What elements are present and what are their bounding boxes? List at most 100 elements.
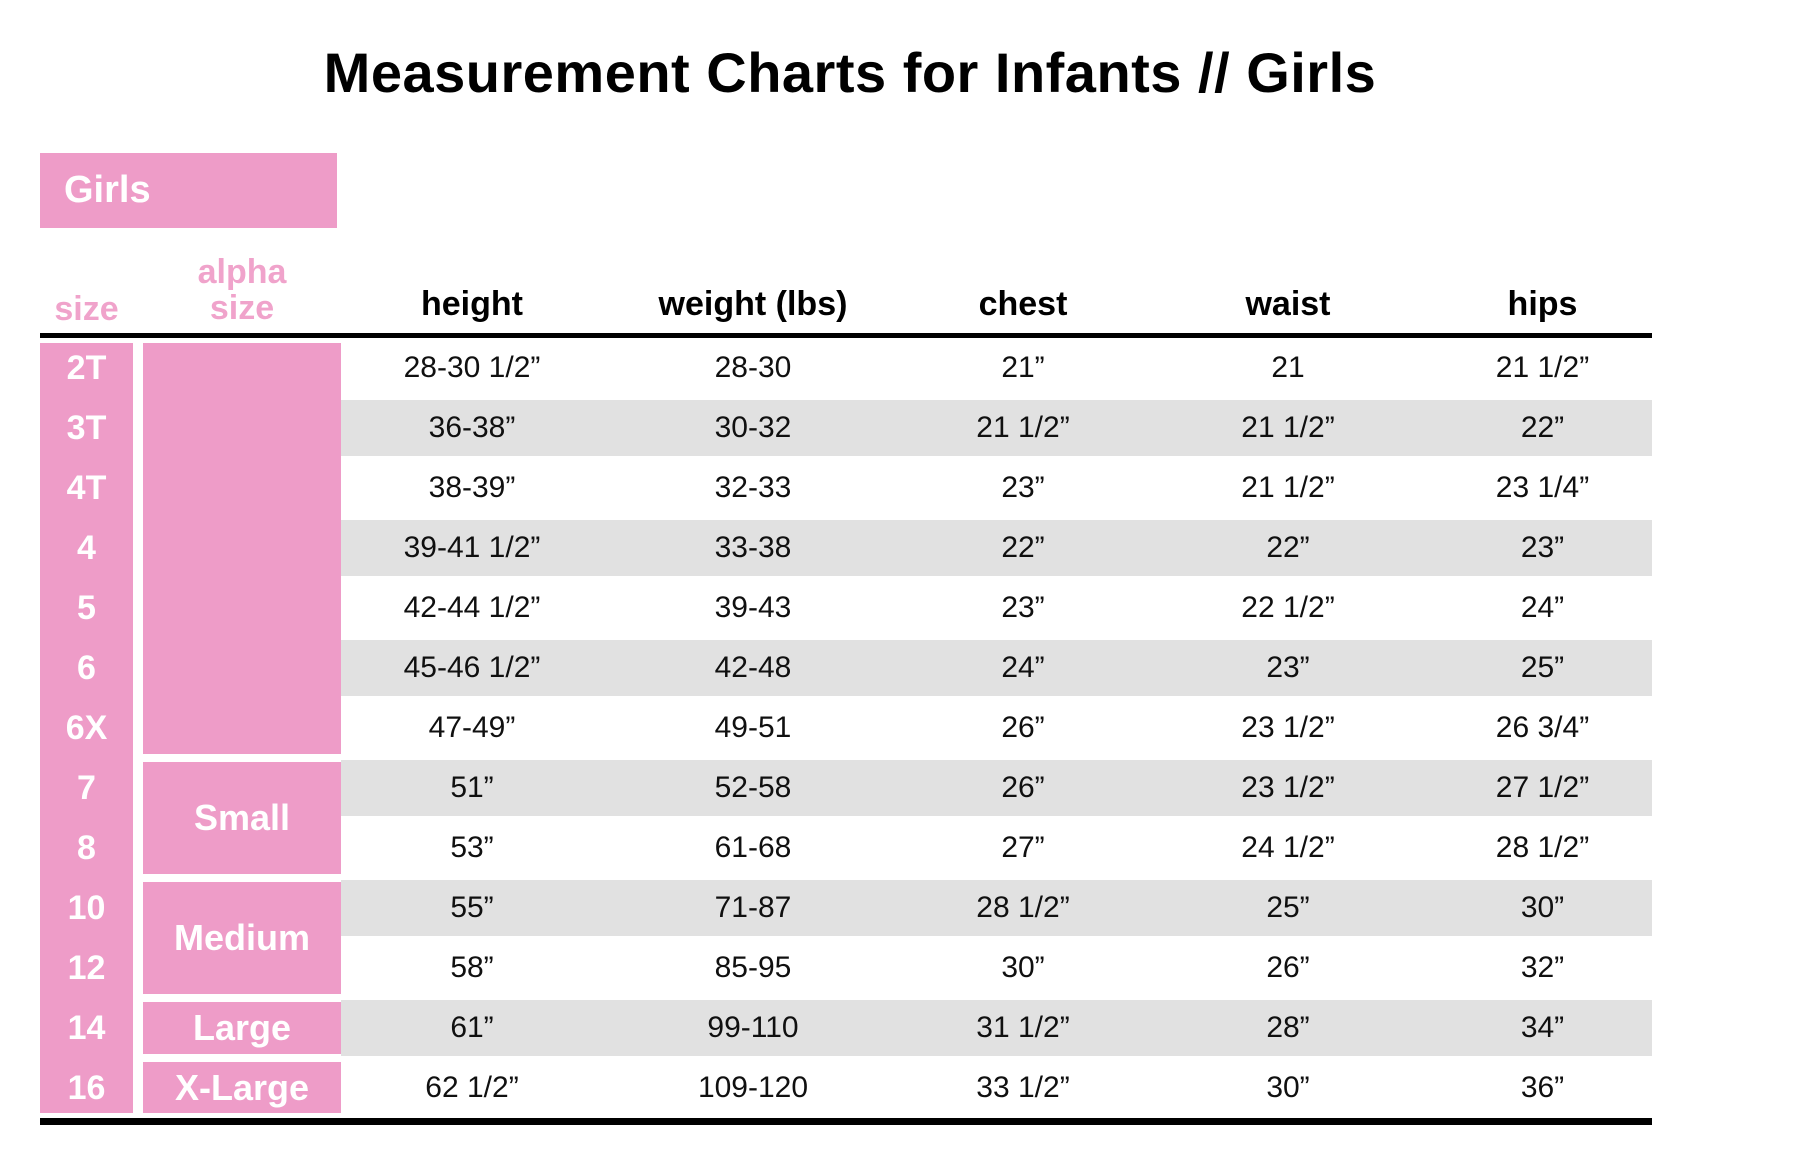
table-row-16: 62 1/2” 109-120 33 1/2” 30” 36” — [341, 1058, 1652, 1118]
cell-hips: 27 1/2” — [1495, 771, 1590, 804]
cell-chest: 23” — [1001, 471, 1045, 504]
cell-height: 45-46 1/2” — [403, 651, 541, 684]
cell-hips: 36” — [1520, 1071, 1565, 1104]
cell-weight: 61-68 — [714, 831, 792, 864]
cell-weight: 30-32 — [714, 411, 792, 444]
cell-chest: 31 1/2” — [976, 1011, 1070, 1044]
column-header-chest: chest — [978, 285, 1068, 323]
table-row-12: 58” 85-95 30” 26” 32” — [341, 938, 1652, 998]
table-row-5: 42-44 1/2” 39-43 23” 22 1/2” 24” — [341, 578, 1652, 638]
footer-rule — [40, 1118, 1652, 1125]
cell-chest: 33 1/2” — [976, 1071, 1070, 1104]
alpha-block-small: Small — [143, 762, 341, 874]
size-label-10: 10 — [67, 889, 106, 927]
cell-waist: 24 1/2” — [1241, 831, 1335, 864]
cell-hips: 25” — [1520, 651, 1565, 684]
cell-height: 38-39” — [428, 471, 516, 504]
data-column-headers: height weight (lbs) chest waist hips — [341, 250, 1652, 326]
cell-waist: 22 1/2” — [1241, 591, 1335, 624]
column-header-alpha-size: alpha size — [143, 254, 341, 326]
header-rule — [40, 333, 1652, 338]
size-label-4t: 4T — [66, 469, 107, 507]
cell-waist: 21 1/2” — [1241, 411, 1335, 444]
cell-height: 55” — [450, 891, 494, 924]
cell-waist: 22” — [1266, 531, 1310, 564]
cell-weight: 109-120 — [697, 1071, 809, 1104]
cell-height: 36-38” — [428, 411, 516, 444]
table-row-10: 55” 71-87 28 1/2” 25” 30” — [341, 878, 1652, 938]
cell-waist: 23” — [1266, 651, 1310, 684]
cell-chest: 26” — [1001, 771, 1045, 804]
column-header-waist: waist — [1245, 285, 1331, 323]
size-label-7: 7 — [77, 769, 96, 807]
alpha-block-xlarge: X-Large — [143, 1062, 341, 1113]
cell-height: 51” — [450, 771, 494, 804]
cell-waist: 28” — [1266, 1011, 1310, 1044]
cell-weight: 39-43 — [714, 591, 792, 624]
size-column: 2T 3T 4T 4 5 6 6X 7 8 10 12 14 16 — [40, 343, 133, 1113]
table-row-14: 61” 99-110 31 1/2” 28” 34” — [341, 998, 1652, 1058]
size-label-12: 12 — [67, 949, 106, 987]
cell-height: 47-49” — [428, 711, 516, 744]
cell-hips: 32” — [1520, 951, 1565, 984]
group-label-girls: Girls — [40, 153, 337, 228]
size-label-14: 14 — [67, 1009, 106, 1047]
table-row-4: 39-41 1/2” 33-38 22” 22” 23” — [341, 518, 1652, 578]
page-title: Measurement Charts for Infants // Girls — [323, 41, 1377, 104]
table-row-4t: 38-39” 32-33 23” 21 1/2” 23 1/4” — [341, 458, 1652, 518]
cell-hips: 23” — [1520, 531, 1565, 564]
cell-waist: 23 1/2” — [1241, 711, 1335, 744]
size-label-5: 5 — [77, 589, 96, 627]
cell-hips: 23 1/4” — [1495, 471, 1590, 504]
cell-weight: 85-95 — [714, 951, 792, 984]
cell-weight: 49-51 — [714, 711, 792, 744]
cell-hips: 28 1/2” — [1495, 831, 1590, 864]
cell-weight: 33-38 — [714, 531, 792, 564]
alpha-block-toddler — [143, 343, 341, 754]
cell-waist: 26” — [1266, 951, 1310, 984]
cell-height: 53” — [450, 831, 494, 864]
column-header-alpha-line2: size — [209, 289, 275, 327]
cell-hips: 30” — [1520, 891, 1565, 924]
cell-hips: 21 1/2” — [1495, 351, 1590, 384]
cell-height: 28-30 1/2” — [403, 351, 541, 384]
cell-height: 62 1/2” — [425, 1071, 519, 1104]
column-header-weight: weight (lbs) — [658, 285, 848, 323]
cell-chest: 22” — [1001, 531, 1045, 564]
cell-waist: 30” — [1266, 1071, 1310, 1104]
cell-weight: 32-33 — [714, 471, 792, 504]
cell-chest: 21” — [1001, 351, 1045, 384]
column-header-hips: hips — [1507, 285, 1578, 323]
column-header-alpha-line1: alpha — [197, 253, 287, 291]
size-label-6: 6 — [77, 649, 96, 687]
cell-weight: 71-87 — [714, 891, 792, 924]
cell-height: 39-41 1/2” — [403, 531, 541, 564]
table-row-2t: 28-30 1/2” 28-30 21” 21 21 1/2” — [341, 338, 1652, 398]
cell-hips: 34” — [1520, 1011, 1565, 1044]
cell-weight: 42-48 — [714, 651, 792, 684]
cell-height: 61” — [450, 1011, 494, 1044]
cell-chest: 23” — [1001, 591, 1045, 624]
table-row-6: 45-46 1/2” 42-48 24” 23” 25” — [341, 638, 1652, 698]
size-label-6x: 6X — [65, 709, 108, 747]
cell-chest: 30” — [1001, 951, 1045, 984]
size-label-2t: 2T — [66, 349, 107, 387]
cell-hips: 22” — [1520, 411, 1565, 444]
cell-chest: 26” — [1001, 711, 1045, 744]
cell-weight: 52-58 — [714, 771, 792, 804]
size-label-16: 16 — [67, 1069, 106, 1107]
cell-height: 58” — [450, 951, 494, 984]
cell-waist: 23 1/2” — [1241, 771, 1335, 804]
alpha-block-medium: Medium — [143, 882, 341, 994]
cell-chest: 28 1/2” — [976, 891, 1070, 924]
cell-height: 42-44 1/2” — [403, 591, 541, 624]
cell-waist: 21 1/2” — [1241, 471, 1335, 504]
group-label-text: Girls — [64, 169, 151, 211]
cell-chest: 27” — [1001, 831, 1045, 864]
column-header-height: height — [421, 285, 523, 323]
size-label-8: 8 — [77, 829, 96, 867]
cell-chest: 24” — [1001, 651, 1045, 684]
cell-weight: 28-30 — [714, 351, 792, 384]
table-row-7: 51” 52-58 26” 23 1/2” 27 1/2” — [341, 758, 1652, 818]
